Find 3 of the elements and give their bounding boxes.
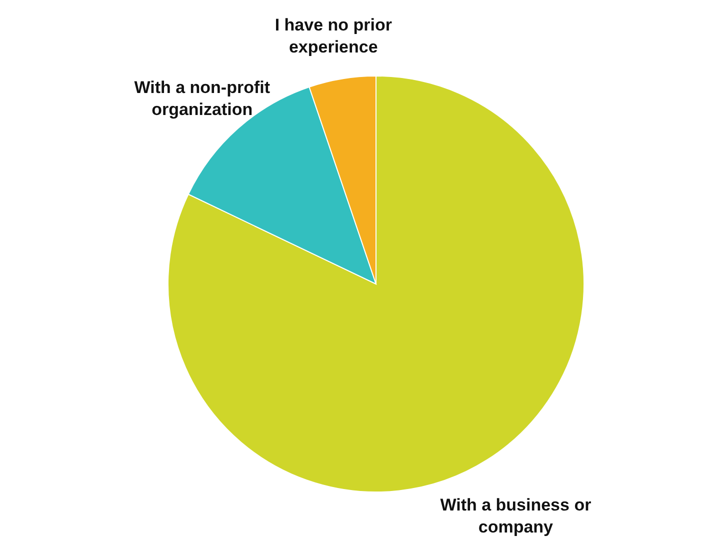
- slice-label: With a non-profit organization: [134, 78, 270, 120]
- slice-label: I have no prior experience: [274, 15, 392, 56]
- slice-label: With a business or company: [440, 496, 592, 537]
